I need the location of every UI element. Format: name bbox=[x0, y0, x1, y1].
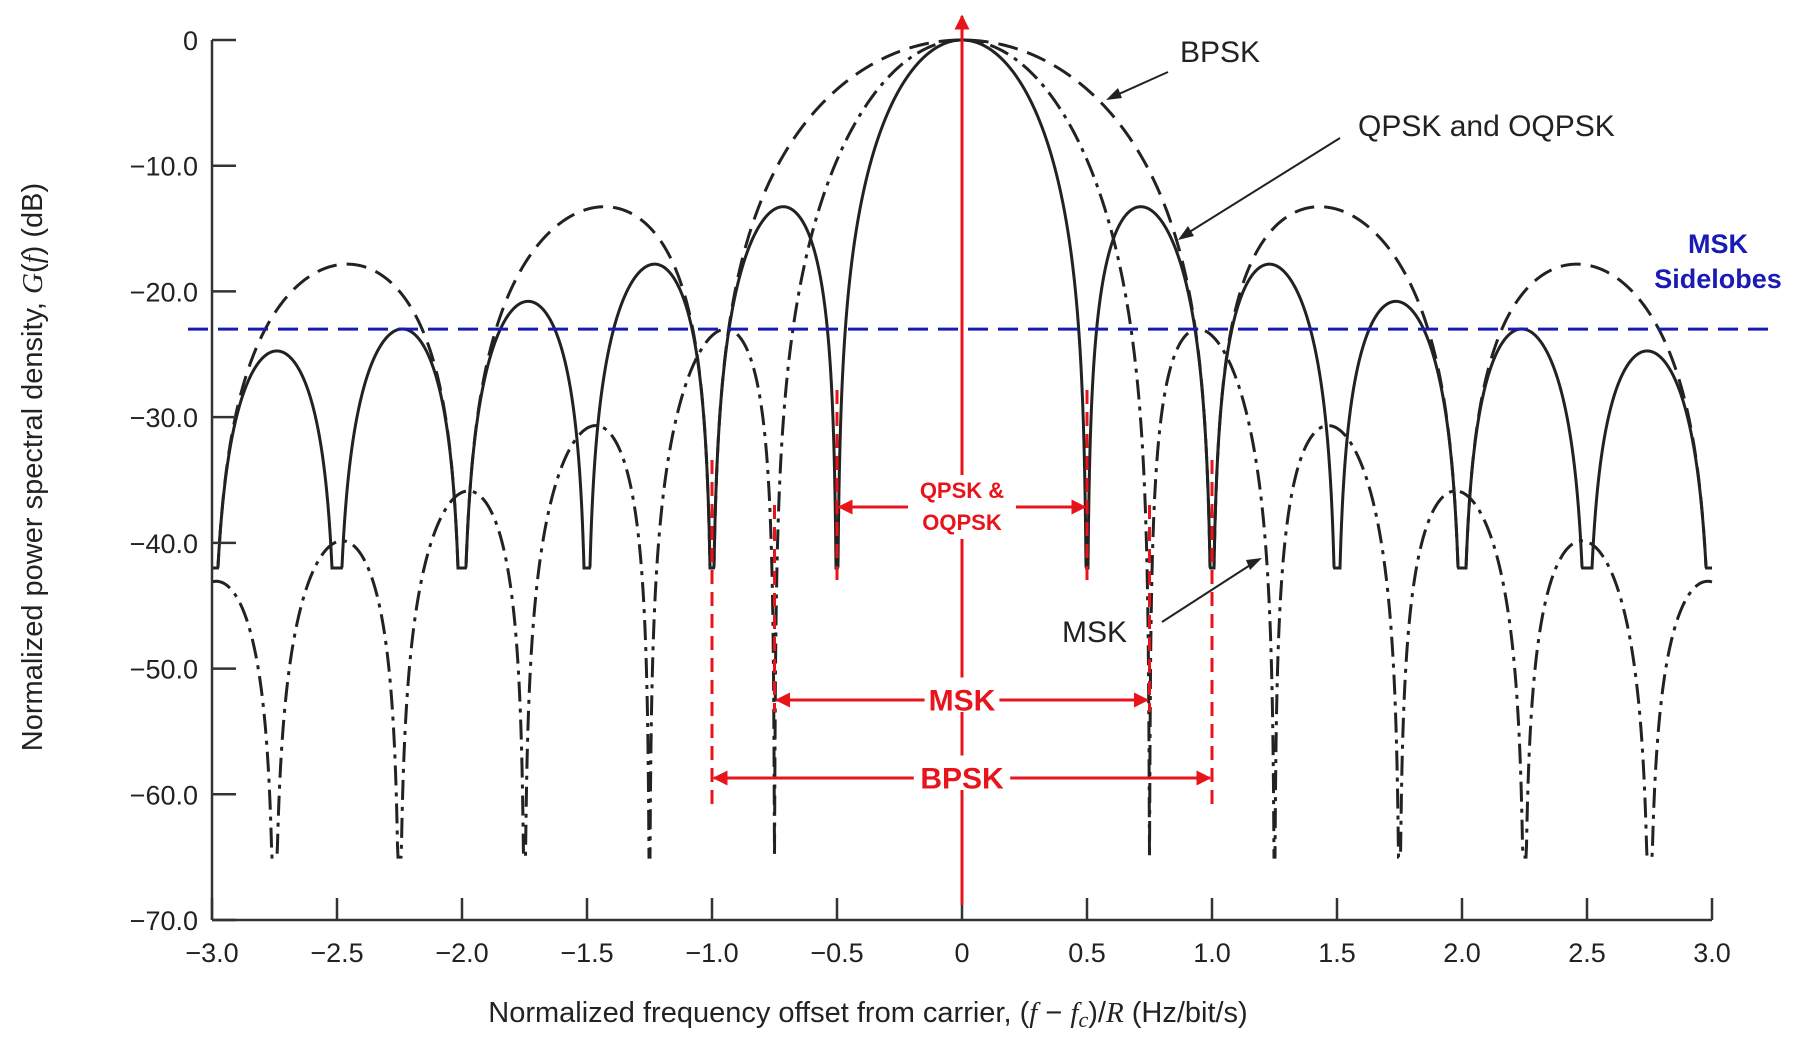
y-tick-label: −20.0 bbox=[130, 277, 198, 307]
msk-annotation-arrowhead bbox=[1246, 558, 1262, 570]
bandwidth-label-background bbox=[908, 475, 1016, 539]
y-tick-label: −70.0 bbox=[130, 906, 198, 936]
bpsk-annotation: BPSK bbox=[1180, 36, 1260, 69]
y-tick-label: −50.0 bbox=[130, 655, 198, 685]
msk-sidelobes-reference: MSK Sidelobes bbox=[188, 229, 1782, 331]
qpsk-annotation-arrow bbox=[1182, 137, 1341, 237]
bandwidth-label: QPSK & bbox=[920, 478, 1004, 503]
bandwidth-label-background bbox=[913, 755, 1011, 790]
msk-annotation: MSK bbox=[1062, 616, 1127, 649]
bandwidth-label: OQPSK bbox=[922, 510, 1002, 535]
x-tick-label: 1.0 bbox=[1193, 938, 1231, 968]
bandwidth-label: BPSK bbox=[920, 763, 1004, 796]
y-tick-label: −60.0 bbox=[130, 780, 198, 810]
bpsk-annotation-arrowhead bbox=[1106, 88, 1122, 100]
axes: −3.0 −2.5 −2.0 −1.5 −1.0 −0.5 0 0.5 1.0 1.5 2.0 2.5… bbox=[17, 26, 1731, 1032]
bandwidth-markers: QPSK & OQPSK MSK BPSK bbox=[710, 14, 1214, 905]
x-tick-label: −2.5 bbox=[310, 938, 363, 968]
x-tick-label: 3.0 bbox=[1693, 938, 1731, 968]
x-ticks: −3.0 −2.5 −2.0 −1.5 −1.0 −0.5 0 0.5 1.0 1.5 2.0 2.5… bbox=[185, 898, 1731, 968]
y-ticks: 0 −10.0 −20.0 −30.0 −40.0 −50.0 −60.0 −70.0 bbox=[130, 26, 236, 936]
msk-sidelobes-label: MSK bbox=[1688, 229, 1749, 259]
x-tick-label: 2.0 bbox=[1443, 938, 1481, 968]
series-annotations: BPSK QPSK and OQPSK MSK bbox=[1062, 36, 1615, 649]
x-tick-label: −3.0 bbox=[185, 938, 238, 968]
qpsk-annotation: QPSK and OQPSK bbox=[1358, 110, 1615, 143]
bandwidth-label: MSK bbox=[929, 685, 996, 718]
y-axis-title: Normalized power spectral density, G(f) … bbox=[17, 183, 49, 751]
bandwidth-label-background bbox=[924, 677, 1000, 712]
x-tick-label: 1.5 bbox=[1318, 938, 1356, 968]
y-tick-label: 0 bbox=[183, 26, 198, 56]
x-tick-label: −1.0 bbox=[685, 938, 738, 968]
x-tick-label: 0.5 bbox=[1068, 938, 1106, 968]
x-axis-title: Normalized frequency offset from carrier… bbox=[488, 997, 1247, 1032]
x-tick-label: −2.0 bbox=[435, 938, 488, 968]
x-tick-label: −0.5 bbox=[810, 938, 863, 968]
y-tick-label: −30.0 bbox=[130, 403, 198, 433]
y-tick-label: −40.0 bbox=[130, 529, 198, 559]
qpsk-annotation-arrowhead bbox=[1178, 226, 1194, 240]
msk-sidelobes-label: Sidelobes bbox=[1654, 264, 1782, 294]
msk-annotation-arrow bbox=[1161, 559, 1259, 623]
x-tick-label: −1.5 bbox=[560, 938, 613, 968]
x-tick-label: 0 bbox=[954, 938, 969, 968]
x-tick-label: 2.5 bbox=[1568, 938, 1606, 968]
y-tick-label: −10.0 bbox=[130, 152, 198, 182]
